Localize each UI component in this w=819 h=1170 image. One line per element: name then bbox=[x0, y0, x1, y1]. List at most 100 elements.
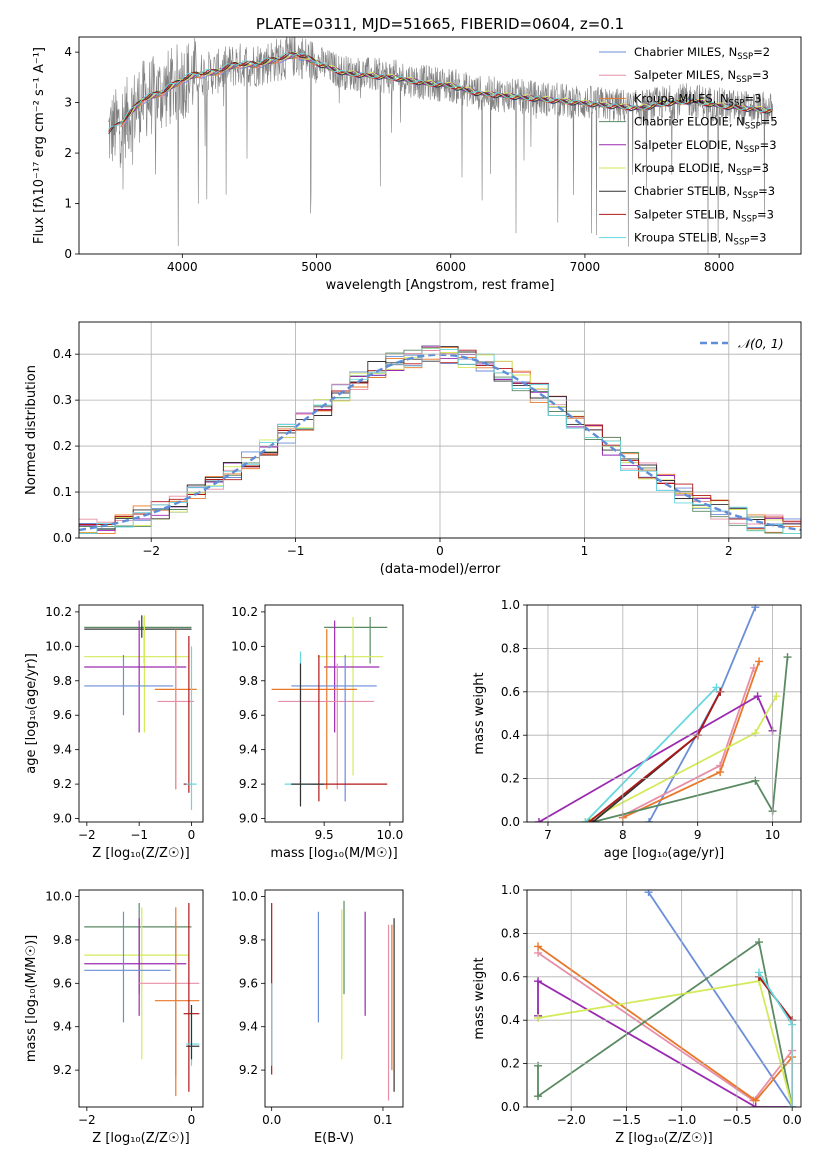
chart-mass_vs_ebv: 0.0 0.1 9.2 9.4 9.6 9.8 10.0 E(B-V) bbox=[231, 890, 404, 1146]
y-tick-label: 9.0 bbox=[239, 812, 258, 826]
y-axis-label: age [log₁₀(age/yr)] bbox=[24, 653, 39, 774]
axes-frame bbox=[78, 36, 802, 255]
y-tick-label: 0.8 bbox=[501, 926, 520, 940]
plot-area bbox=[108, 37, 774, 254]
series-salpeter_elodie bbox=[537, 979, 793, 1107]
y-tick-label: 0.6 bbox=[501, 685, 520, 699]
series-kroupa_elodie bbox=[537, 980, 794, 1107]
y-axis-label: mass weight bbox=[472, 957, 487, 1039]
point-marker bbox=[751, 776, 760, 785]
x-tick-label: 0 bbox=[188, 1113, 196, 1127]
x-tick-label: 8000 bbox=[704, 260, 735, 274]
chart-age_vs_Z: −2 −1 0 9.0 9.2 9.4 9.6 9.8 10.0 10.2 Z [log₁₀(Z/Z… bbox=[24, 604, 204, 861]
x-tick-label: 10 bbox=[765, 828, 780, 842]
y-tick-label: 0.2 bbox=[501, 772, 520, 786]
x-tick-label: −2 bbox=[78, 828, 96, 842]
x-tick-label: 5000 bbox=[301, 260, 332, 274]
x-tick-label: 1 bbox=[581, 544, 589, 558]
legend-label: Salpeter MILES, NSSP=3 bbox=[634, 68, 769, 85]
y-tick-label: 0.4 bbox=[53, 347, 72, 361]
legend-label: Salpeter STELIB, NSSP=3 bbox=[634, 207, 774, 224]
point-marker bbox=[716, 768, 725, 777]
y-tick-label: 4 bbox=[64, 45, 72, 59]
axes-frame bbox=[526, 604, 802, 823]
x-tick-label: 4000 bbox=[167, 260, 198, 274]
point-marker bbox=[534, 977, 543, 986]
x-axis-label: wavelength [Angstrom, rest frame] bbox=[326, 278, 555, 293]
y-tick-label: 9.6 bbox=[239, 708, 258, 722]
x-axis-label: Z [log₁₀(Z/Z☉)] bbox=[92, 846, 189, 861]
axes-frame bbox=[78, 321, 802, 539]
x-tick-label: 10.0 bbox=[376, 828, 403, 842]
model-salpeter_stelib bbox=[108, 52, 773, 132]
point-marker bbox=[751, 729, 760, 738]
model-kroupa_stelib bbox=[108, 52, 773, 130]
point-marker bbox=[645, 818, 654, 822]
x-tick-label: −1.0 bbox=[667, 1113, 696, 1127]
y-tick-label: 1 bbox=[64, 197, 72, 211]
point-marker bbox=[755, 657, 764, 666]
series-chabrier_elodie bbox=[592, 657, 789, 822]
series-salpeter_miles bbox=[537, 952, 793, 1102]
x-tick-label: 6000 bbox=[435, 260, 466, 274]
x-tick-label: −2.0 bbox=[557, 1113, 586, 1127]
y-tick-label: 9.2 bbox=[239, 777, 258, 791]
y-tick-label: 9.4 bbox=[239, 743, 258, 757]
y-axis-label: mass weight bbox=[472, 672, 487, 754]
y-axis-label: Normed distribution bbox=[24, 365, 39, 495]
y-tick-label: 0.0 bbox=[501, 815, 520, 829]
y-tick-label: 0.8 bbox=[501, 641, 520, 655]
series-chabrier_miles bbox=[647, 891, 793, 1107]
y-tick-label: 10.0 bbox=[231, 639, 258, 653]
axes-frame bbox=[264, 604, 404, 823]
y-tick-label: 9.2 bbox=[239, 1063, 258, 1077]
chart-weight_vs_age: 7 8 9 10 0.0 0.2 0.4 0.6 0.8 1.0 age [log₁₀(age/yr… bbox=[472, 598, 802, 861]
x-tick-label: 0.0 bbox=[262, 1113, 281, 1127]
y-tick-label: 9.4 bbox=[239, 1020, 258, 1034]
point-marker bbox=[534, 818, 543, 822]
y-tick-label: 0 bbox=[64, 247, 72, 261]
point-marker bbox=[534, 1092, 543, 1101]
legend-label: Chabrier MILES, NSSP=2 bbox=[634, 45, 770, 62]
y-tick-label: 9.8 bbox=[239, 933, 258, 947]
x-axis-label: Z [log₁₀(Z/Z☉)] bbox=[92, 1131, 189, 1146]
x-axis-label: (data-model)/error bbox=[380, 562, 501, 577]
y-tick-label: 9.4 bbox=[53, 1020, 72, 1034]
x-tick-label: 9.5 bbox=[315, 828, 334, 842]
y-tick-label: 1.0 bbox=[501, 883, 520, 897]
y-tick-label: 9.6 bbox=[239, 976, 258, 990]
chart-residuals: −2 −1 0 1 2 0.0 0.1 0.2 0.3 0.4 (data-model)/error… bbox=[24, 321, 802, 577]
point-marker bbox=[783, 653, 792, 662]
plot-area bbox=[271, 900, 395, 1101]
x-tick-label: −0.5 bbox=[722, 1113, 751, 1127]
point-marker bbox=[534, 1061, 543, 1070]
series-kroupa_stelib bbox=[584, 686, 718, 822]
y-tick-label: 0.2 bbox=[53, 439, 72, 453]
point-marker bbox=[751, 605, 760, 612]
legend-label: Chabrier ELODIE, NSSP=5 bbox=[634, 115, 778, 132]
y-tick-label: 0.4 bbox=[501, 728, 520, 742]
axes-frame bbox=[78, 889, 204, 1108]
legend-label: Kroupa STELIB, NSSP=3 bbox=[634, 231, 766, 248]
y-tick-label: 9.2 bbox=[53, 777, 72, 791]
x-tick-label: 0 bbox=[188, 828, 196, 842]
point-marker bbox=[534, 942, 543, 951]
x-tick-label: 0 bbox=[436, 544, 444, 558]
plot-area bbox=[84, 903, 200, 1097]
axes-frame bbox=[526, 889, 802, 1108]
legend-label: 𝒩(0, 1) bbox=[738, 336, 784, 351]
chart-weight_vs_Z: −2.0 −1.5 −1.0 −0.5 0.0 0.0 0.2 0.4 0.6 0.8 1.0 Z [… bbox=[472, 883, 802, 1146]
chart-spectrum: 4000 5000 6000 7000 8000 0 1 2 3 4 wavelength [Ang… bbox=[32, 36, 802, 293]
y-tick-label: 9.6 bbox=[53, 708, 72, 722]
x-axis-label: E(B-V) bbox=[314, 1131, 354, 1146]
x-tick-label: −1.5 bbox=[612, 1113, 641, 1127]
point-marker bbox=[753, 692, 762, 701]
y-tick-label: 0.0 bbox=[501, 1100, 520, 1114]
x-tick-label: 0.0 bbox=[783, 1113, 802, 1127]
model-salpeter_elodie bbox=[120, 52, 773, 123]
x-tick-label: −1 bbox=[130, 828, 148, 842]
y-tick-label: 0.2 bbox=[501, 1057, 520, 1071]
x-axis-label: mass [log₁₀(M/M☉)] bbox=[270, 846, 397, 861]
x-tick-label: 2 bbox=[725, 544, 733, 558]
y-tick-label: 9.8 bbox=[53, 933, 72, 947]
